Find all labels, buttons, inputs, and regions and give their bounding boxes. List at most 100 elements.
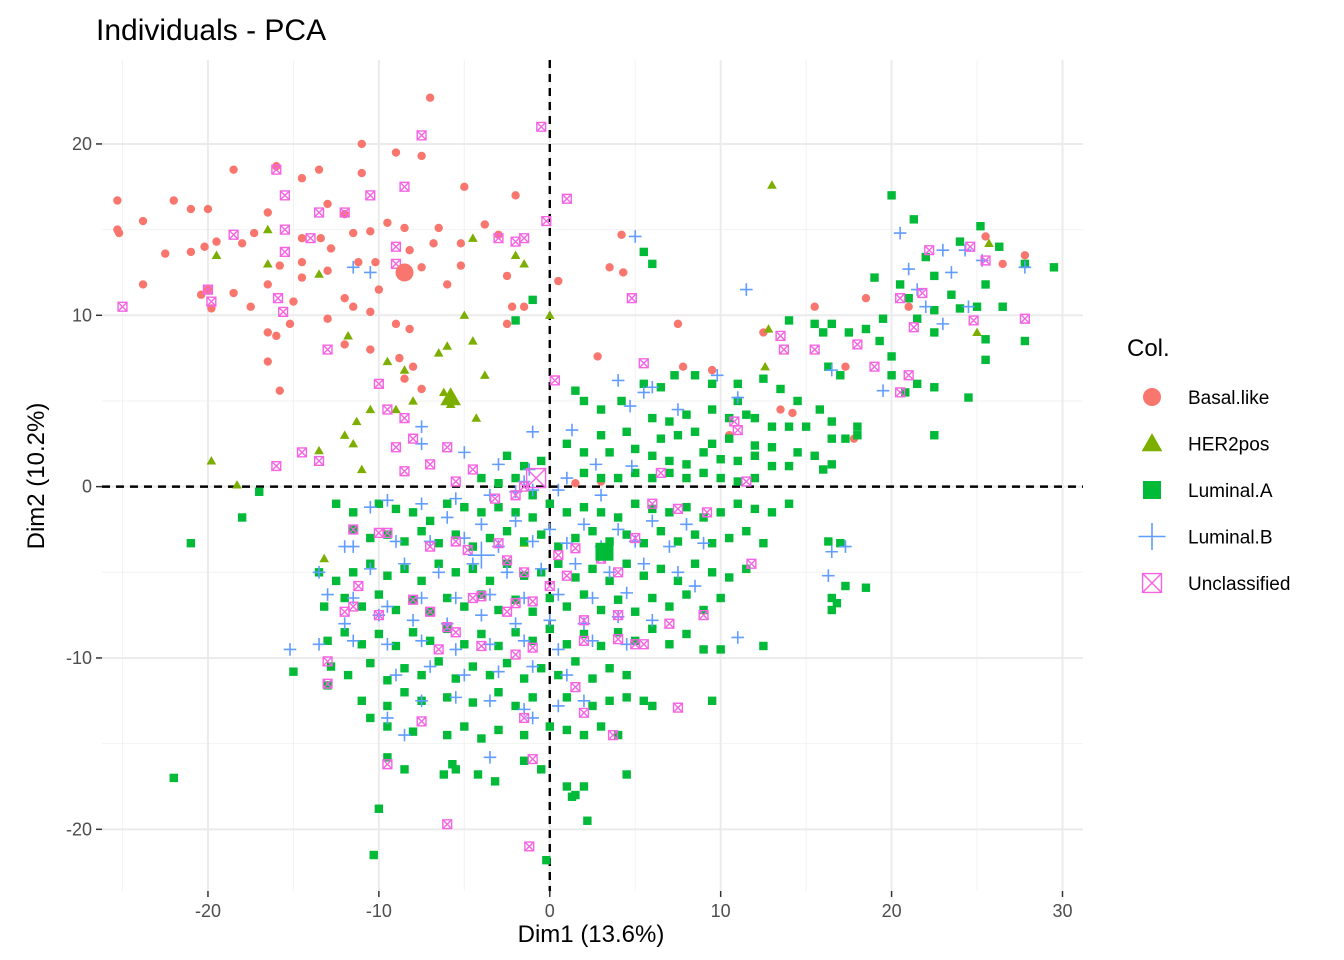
- point-basal-like: [434, 223, 443, 233]
- point-luminal-a: [383, 676, 392, 685]
- point-luminal-a: [186, 538, 196, 548]
- point-unclassified: [373, 610, 384, 621]
- point-unclassified: [416, 716, 427, 727]
- point-luminal-a: [579, 502, 589, 512]
- point-luminal-a: [841, 434, 850, 443]
- point-luminal-b: [432, 566, 445, 579]
- point-luminal-a: [776, 384, 785, 394]
- point-unclassified: [450, 476, 461, 487]
- point-luminal-b: [876, 384, 890, 397]
- point-luminal-b: [415, 634, 428, 648]
- centroid-basal-like: [395, 263, 414, 282]
- point-luminal-a: [824, 537, 833, 546]
- point-luminal-b: [492, 458, 505, 471]
- point-luminal-a: [841, 581, 850, 591]
- legend-key-basal-like: [1143, 388, 1161, 406]
- data-points: [113, 93, 1059, 865]
- point-luminal-a: [554, 559, 563, 568]
- point-unclassified: [476, 640, 487, 652]
- point-luminal-a: [571, 573, 580, 582]
- point-basal-like: [417, 384, 426, 394]
- point-luminal-b: [483, 751, 497, 764]
- point-luminal-a: [836, 538, 845, 548]
- point-luminal-b: [731, 391, 745, 404]
- point-luminal-a: [870, 273, 879, 282]
- point-luminal-a: [460, 722, 469, 731]
- x-tick-label: 30: [1052, 901, 1072, 921]
- point-luminal-b: [565, 423, 579, 437]
- point-unclassified: [908, 322, 919, 333]
- point-luminal-a: [904, 293, 913, 303]
- point-luminal-a: [725, 413, 734, 423]
- y-axis-ticks: -20 -10 0 10 20: [66, 134, 102, 839]
- point-luminal-b: [552, 699, 565, 713]
- point-her2pos: [984, 238, 994, 247]
- point-unclassified: [638, 639, 649, 650]
- point-unclassified: [965, 241, 976, 252]
- point-luminal-b: [312, 637, 326, 651]
- y-tick-label: -20: [66, 819, 92, 839]
- point-unclassified: [578, 615, 590, 626]
- point-luminal-b: [466, 557, 480, 571]
- point-basal-like: [998, 259, 1007, 269]
- point-basal-like: [263, 280, 272, 289]
- point-luminal-a: [323, 636, 332, 646]
- point-basal-like: [275, 261, 284, 270]
- point-luminal-a: [639, 696, 648, 706]
- point-unclassified: [382, 404, 393, 415]
- point-luminal-a: [443, 730, 452, 740]
- point-basal-like: [460, 182, 469, 191]
- point-luminal-a: [981, 355, 990, 365]
- point-luminal-a: [793, 448, 802, 457]
- point-luminal-a: [639, 247, 648, 257]
- point-luminal-b: [586, 591, 599, 605]
- point-luminal-b: [526, 535, 539, 548]
- point-luminal-a: [596, 405, 606, 414]
- point-luminal-a: [477, 473, 486, 483]
- point-luminal-a: [742, 410, 751, 419]
- point-her2pos: [972, 327, 982, 337]
- point-luminal-a: [887, 352, 896, 361]
- point-luminal-a: [519, 537, 529, 546]
- point-luminal-a: [613, 730, 623, 740]
- point-unclassified: [630, 532, 641, 544]
- point-luminal-a: [665, 417, 674, 426]
- point-luminal-a: [767, 461, 777, 471]
- point-luminal-a: [502, 451, 512, 460]
- point-luminal-b: [449, 492, 463, 505]
- point-her2pos: [319, 553, 330, 563]
- point-unclassified: [271, 164, 282, 175]
- x-tick-label: 20: [882, 901, 902, 921]
- point-basal-like: [138, 216, 148, 226]
- point-her2pos: [206, 456, 217, 465]
- point-luminal-b: [620, 586, 633, 600]
- point-luminal-b: [740, 283, 753, 296]
- point-unclassified: [510, 490, 521, 501]
- point-luminal-a: [964, 393, 973, 402]
- point-luminal-a: [588, 564, 597, 574]
- point-luminal-a: [383, 530, 392, 539]
- point-luminal-a: [878, 314, 888, 323]
- point-luminal-b: [338, 617, 351, 631]
- point-luminal-b: [910, 283, 924, 296]
- point-luminal-a: [374, 499, 384, 508]
- point-luminal-a: [542, 855, 551, 865]
- point-luminal-b: [415, 437, 428, 451]
- point-luminal-b: [646, 613, 659, 627]
- point-basal-like: [605, 263, 614, 272]
- point-unclassified: [279, 246, 290, 258]
- point-her2pos: [314, 445, 324, 455]
- point-luminal-a: [383, 571, 392, 580]
- point-luminal-a: [981, 280, 990, 289]
- point-luminal-b: [671, 403, 685, 416]
- point-luminal-a: [562, 439, 572, 449]
- point-basal-like: [417, 151, 426, 161]
- point-luminal-b: [534, 562, 548, 576]
- point-luminal-a: [408, 508, 418, 517]
- x-axis-title: Dim1 (13.6%): [518, 921, 665, 948]
- point-luminal-a: [875, 336, 884, 346]
- point-her2pos: [438, 387, 449, 397]
- y-axis-title: Dim2 (10.2%): [23, 403, 50, 550]
- point-luminal-a: [511, 316, 520, 325]
- legend-label-luminal-a: Luminal.A: [1188, 481, 1273, 502]
